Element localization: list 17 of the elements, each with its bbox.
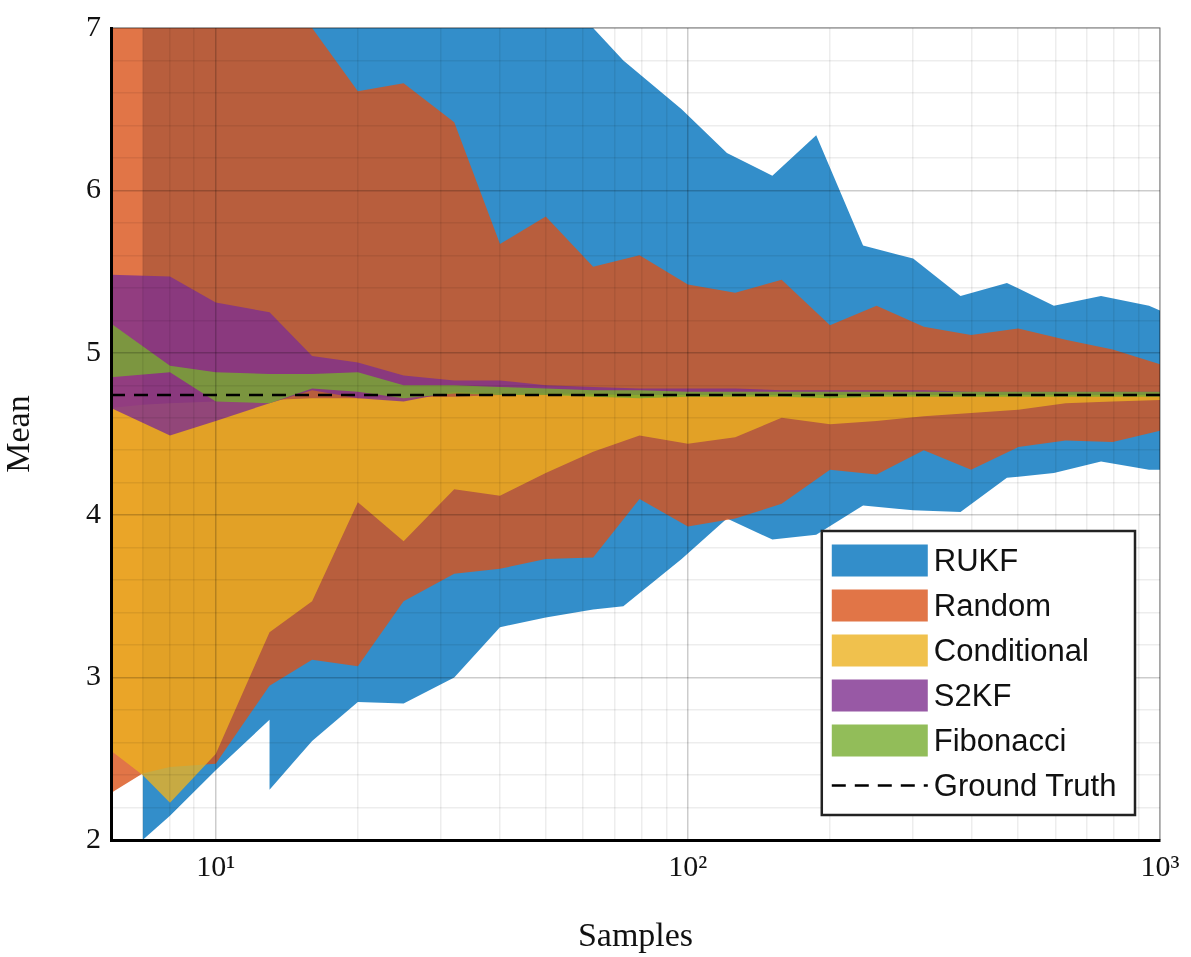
y-tick-label: 7 [86,8,101,42]
legend-label: Random [933,588,1051,624]
x-tick-label: 10² [668,848,708,882]
y-tick-label: 6 [86,171,101,205]
legend-label: RUKF [933,543,1019,579]
y-tick-label: 3 [86,658,101,692]
x-axis-title: Samples [577,915,694,953]
x-tick-label: 10³ [1140,848,1180,882]
legend-label: Fibonacci [933,723,1067,759]
y-tick-label: 2 [86,820,101,854]
legend-label: S2KF [933,678,1012,714]
x-tick-label: 10¹ [196,848,236,882]
legend-label: Ground Truth [933,768,1117,804]
y-tick-label: 4 [86,496,101,530]
y-axis-title: Mean [0,395,37,473]
legend-label: Conditional [933,633,1089,669]
y-tick-label: 5 [86,333,101,367]
